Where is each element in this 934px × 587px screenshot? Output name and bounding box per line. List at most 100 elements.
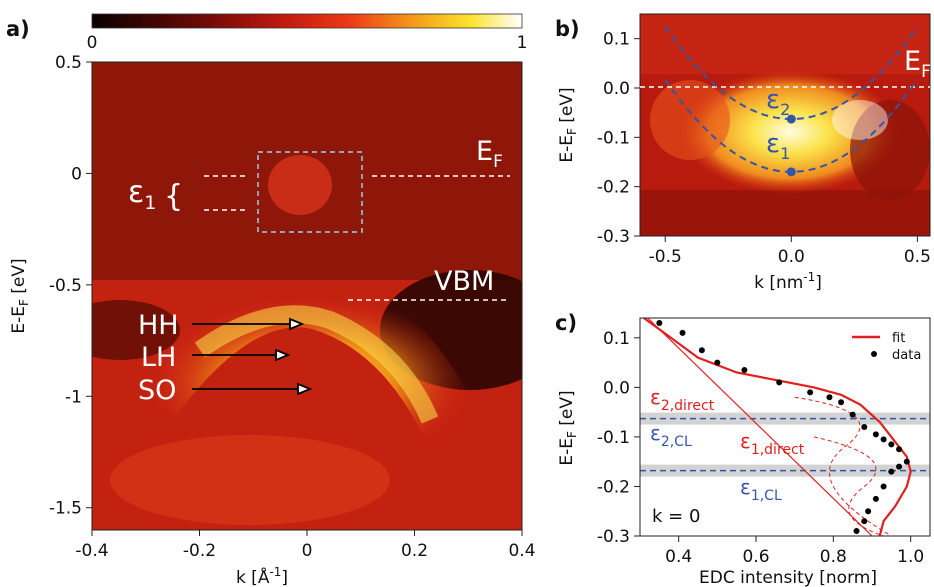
x-tick-label: -0.2	[183, 541, 216, 561]
eps1-direct-label: ε1,direct	[740, 429, 805, 458]
y-tick-label: -0.3	[597, 227, 630, 247]
data-point	[853, 528, 860, 535]
data-point	[826, 394, 833, 401]
data-point	[861, 424, 868, 430]
x-tick-label: 0.5	[904, 247, 931, 267]
zoom-box	[257, 151, 363, 233]
so-label: SO	[138, 375, 176, 406]
so-arrowhead	[297, 382, 313, 396]
y-tick-label: -1.5	[49, 499, 82, 519]
y-tick-label: -0.2	[597, 477, 630, 497]
data-point	[880, 436, 887, 443]
data-point	[888, 468, 895, 475]
y-tick-label: -0.5	[49, 276, 82, 296]
eps2-direct-label: ε2,direct	[650, 385, 715, 414]
colorbar	[91, 13, 523, 29]
y-tick-label: 0.1	[603, 329, 630, 349]
eps1-label-a: ε1	[128, 175, 156, 214]
x-tick-label: -0.4	[75, 541, 108, 561]
lh-label: LH	[141, 342, 176, 373]
y-tick-label: -0.3	[597, 527, 630, 547]
x-tick-label: 0.2	[401, 541, 428, 561]
data-point	[849, 411, 856, 418]
panel-c-xlabel: EDC intensity [norm]	[699, 568, 877, 587]
data-point	[679, 329, 686, 336]
panel-a-axes: -0.4 -0.2 0 0.2 0.4 0.5 0 -0.5 -1 -1.5	[49, 53, 536, 561]
background-line	[647, 318, 873, 536]
data-point	[872, 495, 879, 502]
y-tick-label: -0.2	[597, 178, 630, 198]
eps1-label-b: ε1	[766, 129, 790, 163]
panel-a-ylabel: E-EF [eV]	[9, 258, 31, 333]
data-point	[888, 441, 895, 448]
x-tick-label: 0.4	[508, 541, 535, 561]
data-point	[714, 359, 721, 366]
data-point	[698, 347, 705, 354]
data-point	[776, 379, 783, 386]
panel-c-letter: c)	[555, 311, 577, 335]
panel-a-xlabel: k [Å-1]	[236, 565, 288, 587]
panel-c-frame	[639, 317, 931, 537]
data-point	[872, 431, 879, 438]
eps2-cl-label: ε2,CL	[650, 421, 692, 450]
panel-c-ylabel: E-EF [eV]	[557, 390, 579, 465]
eps1-component	[813, 436, 884, 536]
panel-a-heatmap	[92, 62, 522, 530]
data-point	[880, 483, 887, 490]
eps2-label-b: ε2	[766, 85, 790, 119]
panel-b-axes: -0.5 0.0 0.5 0.1 0.0 -0.1 -0.2 -0.3	[597, 30, 931, 267]
x-tick-label: 0	[302, 541, 313, 561]
x-tick-label: 0.6	[742, 547, 769, 567]
eps2-component	[794, 396, 892, 536]
hh-label: HH	[138, 310, 179, 341]
x-tick-label: 1.0	[897, 547, 924, 567]
panel-b-letter: b)	[555, 17, 580, 41]
data-point	[741, 367, 748, 374]
x-tick-label: 0.4	[665, 547, 692, 567]
colorbar-min-label: 0	[87, 33, 98, 53]
y-tick-label: 0.0	[603, 79, 630, 99]
y-tick-label: 0.1	[603, 30, 630, 50]
data-point	[903, 458, 910, 465]
data-point	[896, 446, 903, 453]
panel-b-points	[786, 114, 796, 177]
panel-c-legend: fit data	[852, 331, 921, 363]
y-tick-label: -0.1	[597, 128, 630, 148]
colorbar-max-label: 1	[517, 33, 528, 53]
data-point	[865, 508, 872, 515]
lh-arrowhead	[275, 348, 291, 362]
band-point-1	[786, 114, 796, 124]
data-point	[838, 399, 845, 406]
y-tick-label: 0.5	[55, 53, 82, 73]
data-point	[807, 389, 814, 396]
panel-c-level-bands	[640, 412, 930, 477]
legend-data-label: data	[892, 348, 921, 363]
eps1-brace: {	[164, 179, 183, 214]
x-tick-label: 0.0	[778, 247, 805, 267]
x-tick-label: 0.8	[820, 547, 847, 567]
y-tick-label: 0.0	[603, 378, 630, 398]
band-point-2	[786, 167, 796, 177]
vbm-label: VBM	[434, 266, 494, 297]
legend-fit-label: fit	[892, 331, 905, 346]
data-point	[861, 518, 868, 525]
ef-label-a: EF	[476, 136, 503, 172]
y-tick-label: -0.1	[597, 428, 630, 448]
eps1-cl-label: ε1,CL	[740, 475, 782, 504]
panel-b-xlabel: k [nm-1]	[754, 270, 822, 293]
panel-b-heatmap	[640, 14, 930, 236]
legend-data-swatch	[871, 351, 877, 357]
data-point	[656, 319, 663, 326]
panel-b-frame	[639, 13, 931, 237]
panel-c-axes: 0.4 0.6 0.8 1.0 0.1 0.0 -0.1 -0.2 -0.3	[597, 329, 924, 567]
panel-a-letter: a)	[6, 17, 30, 41]
y-tick-label: 0	[71, 164, 82, 184]
band-arrows	[192, 317, 313, 396]
panel-b-ylabel: E-EF [eV]	[557, 87, 579, 162]
panel-c-data-points	[656, 319, 910, 535]
ef-label-b: EF	[904, 46, 931, 82]
y-tick-label: -1	[65, 387, 82, 407]
k0-label: k = 0	[652, 506, 700, 527]
hh-arrowhead	[289, 317, 305, 331]
